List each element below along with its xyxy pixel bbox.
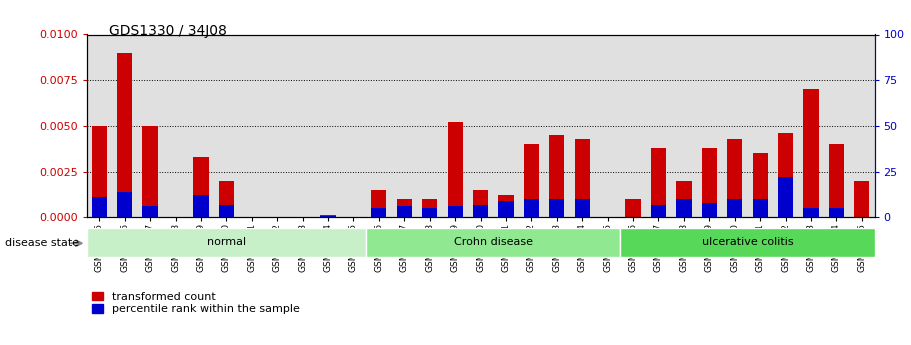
Bar xyxy=(752,153,768,217)
Bar xyxy=(752,199,768,217)
Bar xyxy=(422,208,437,217)
Text: GDS1330 / 34J08: GDS1330 / 34J08 xyxy=(109,24,227,38)
Text: normal: normal xyxy=(207,237,246,247)
Bar xyxy=(778,177,793,217)
Bar xyxy=(321,215,335,217)
Bar xyxy=(372,208,386,217)
Text: disease state: disease state xyxy=(5,238,78,248)
Bar xyxy=(829,144,844,217)
Bar xyxy=(321,216,335,217)
Bar xyxy=(117,53,132,217)
Bar xyxy=(372,190,386,217)
Legend: transformed count, percentile rank within the sample: transformed count, percentile rank withi… xyxy=(92,292,300,314)
Bar xyxy=(92,126,107,217)
Bar xyxy=(473,205,488,217)
Bar xyxy=(804,89,819,217)
Bar xyxy=(498,195,514,217)
Bar xyxy=(142,206,158,217)
Bar xyxy=(193,157,209,217)
Bar xyxy=(447,206,463,217)
Text: ulcerative colitis: ulcerative colitis xyxy=(701,237,793,247)
Bar xyxy=(524,199,539,217)
Bar xyxy=(366,228,620,257)
Bar xyxy=(727,139,742,217)
Bar xyxy=(620,228,875,257)
Bar xyxy=(422,199,437,217)
Bar xyxy=(549,135,565,217)
Bar xyxy=(727,199,742,217)
Bar xyxy=(396,206,412,217)
Bar xyxy=(498,201,514,217)
Bar xyxy=(575,139,589,217)
Bar xyxy=(676,199,691,217)
Bar xyxy=(804,208,819,217)
Bar xyxy=(473,190,488,217)
Bar xyxy=(524,144,539,217)
Text: Crohn disease: Crohn disease xyxy=(454,237,533,247)
Bar xyxy=(92,197,107,217)
Bar xyxy=(575,199,589,217)
Bar xyxy=(447,122,463,217)
Bar xyxy=(701,148,717,217)
Bar xyxy=(142,126,158,217)
Bar xyxy=(396,199,412,217)
Bar xyxy=(650,148,666,217)
Bar xyxy=(855,181,869,217)
Bar xyxy=(193,195,209,217)
Bar xyxy=(117,192,132,217)
Bar xyxy=(778,133,793,217)
Bar xyxy=(650,205,666,217)
Bar xyxy=(87,228,366,257)
Bar xyxy=(829,208,844,217)
Bar xyxy=(676,181,691,217)
Bar xyxy=(219,181,234,217)
Bar xyxy=(219,205,234,217)
Bar xyxy=(626,199,640,217)
Bar xyxy=(701,203,717,217)
Bar xyxy=(549,199,565,217)
